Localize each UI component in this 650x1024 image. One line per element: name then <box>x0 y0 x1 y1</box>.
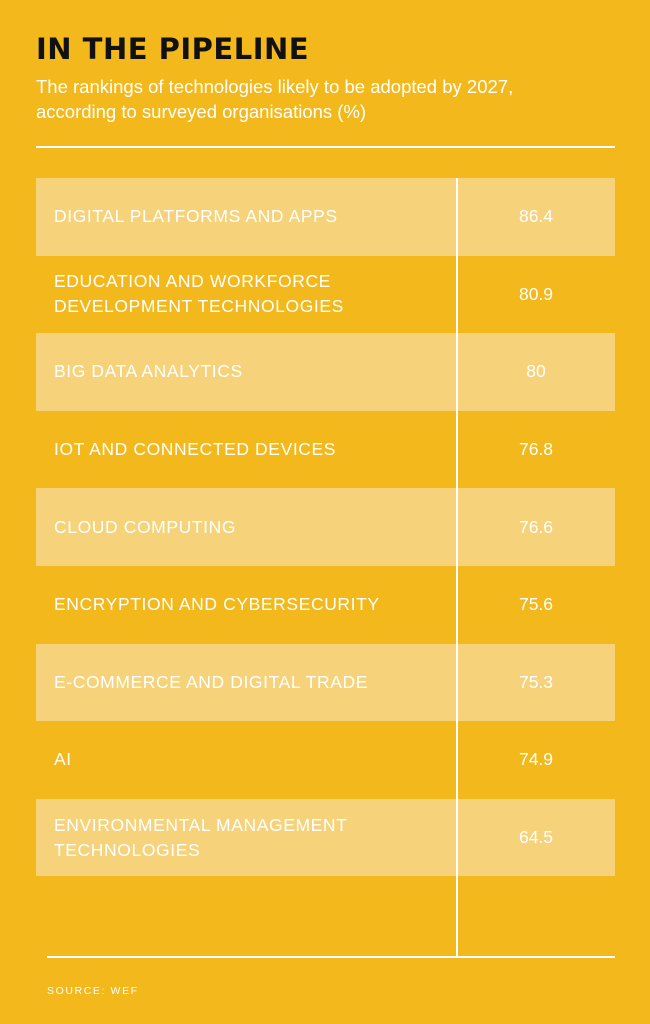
row-label: IOT AND CONNECTED DEVICES <box>54 439 337 460</box>
row-value: 86.4 <box>518 206 554 227</box>
row-value: 75.3 <box>518 671 554 692</box>
page-subtitle: The rankings of technologies likely to b… <box>36 76 514 122</box>
row-label: AI <box>54 749 72 770</box>
row-label: ENCRYPTION AND CYBERSECURITY <box>54 594 380 615</box>
row-value: 64.5 <box>518 827 554 848</box>
row-label: ENVIRONMENTAL MANAGEMENT TECHNOLOGIES <box>54 814 348 860</box>
row-label: E-COMMERCE AND DIGITAL TRADE <box>54 671 369 692</box>
page-title: IN THE PIPELINE <box>36 32 310 66</box>
row-value: 74.9 <box>518 749 554 770</box>
row-value: 76.8 <box>518 439 554 460</box>
table-row: ENVIRONMENTAL MANAGEMENT TECHNOLOGIES 64… <box>36 798 615 877</box>
table-row: IOT AND CONNECTED DEVICES 76.8 <box>36 411 615 489</box>
table-row: CLOUD COMPUTING 76.6 <box>36 488 615 566</box>
row-value: 75.6 <box>518 594 554 615</box>
table-row: EDUCATION AND WORKFORCE DEVELOPMENT TECH… <box>36 256 615 334</box>
row-label: EDUCATION AND WORKFORCE DEVELOPMENT TECH… <box>54 271 344 317</box>
table-row: E-COMMERCE AND DIGITAL TRADE 75.3 <box>36 643 615 722</box>
table-row: AI 74.9 <box>36 721 615 799</box>
row-label: BIG DATA ANALYTICS <box>54 361 243 382</box>
row-label: DIGITAL PLATFORMS AND APPS <box>54 206 338 227</box>
top-divider <box>36 146 615 148</box>
source-note: SOURCE: WEF <box>47 985 139 997</box>
table-row: DIGITAL PLATFORMS AND APPS 86.4 <box>36 178 615 256</box>
rankings-table: DIGITAL PLATFORMS AND APPS 86.4 EDUCATIO… <box>36 178 615 877</box>
row-label: CLOUD COMPUTING <box>54 516 237 537</box>
table-row: ENCRYPTION AND CYBERSECURITY 75.6 <box>36 566 615 644</box>
column-divider <box>456 178 458 956</box>
row-value: 80 <box>526 361 546 382</box>
row-value: 80.9 <box>518 283 554 304</box>
table-row: BIG DATA ANALYTICS 80 <box>36 333 615 411</box>
bottom-divider <box>47 956 615 958</box>
row-value: 76.6 <box>518 516 554 537</box>
